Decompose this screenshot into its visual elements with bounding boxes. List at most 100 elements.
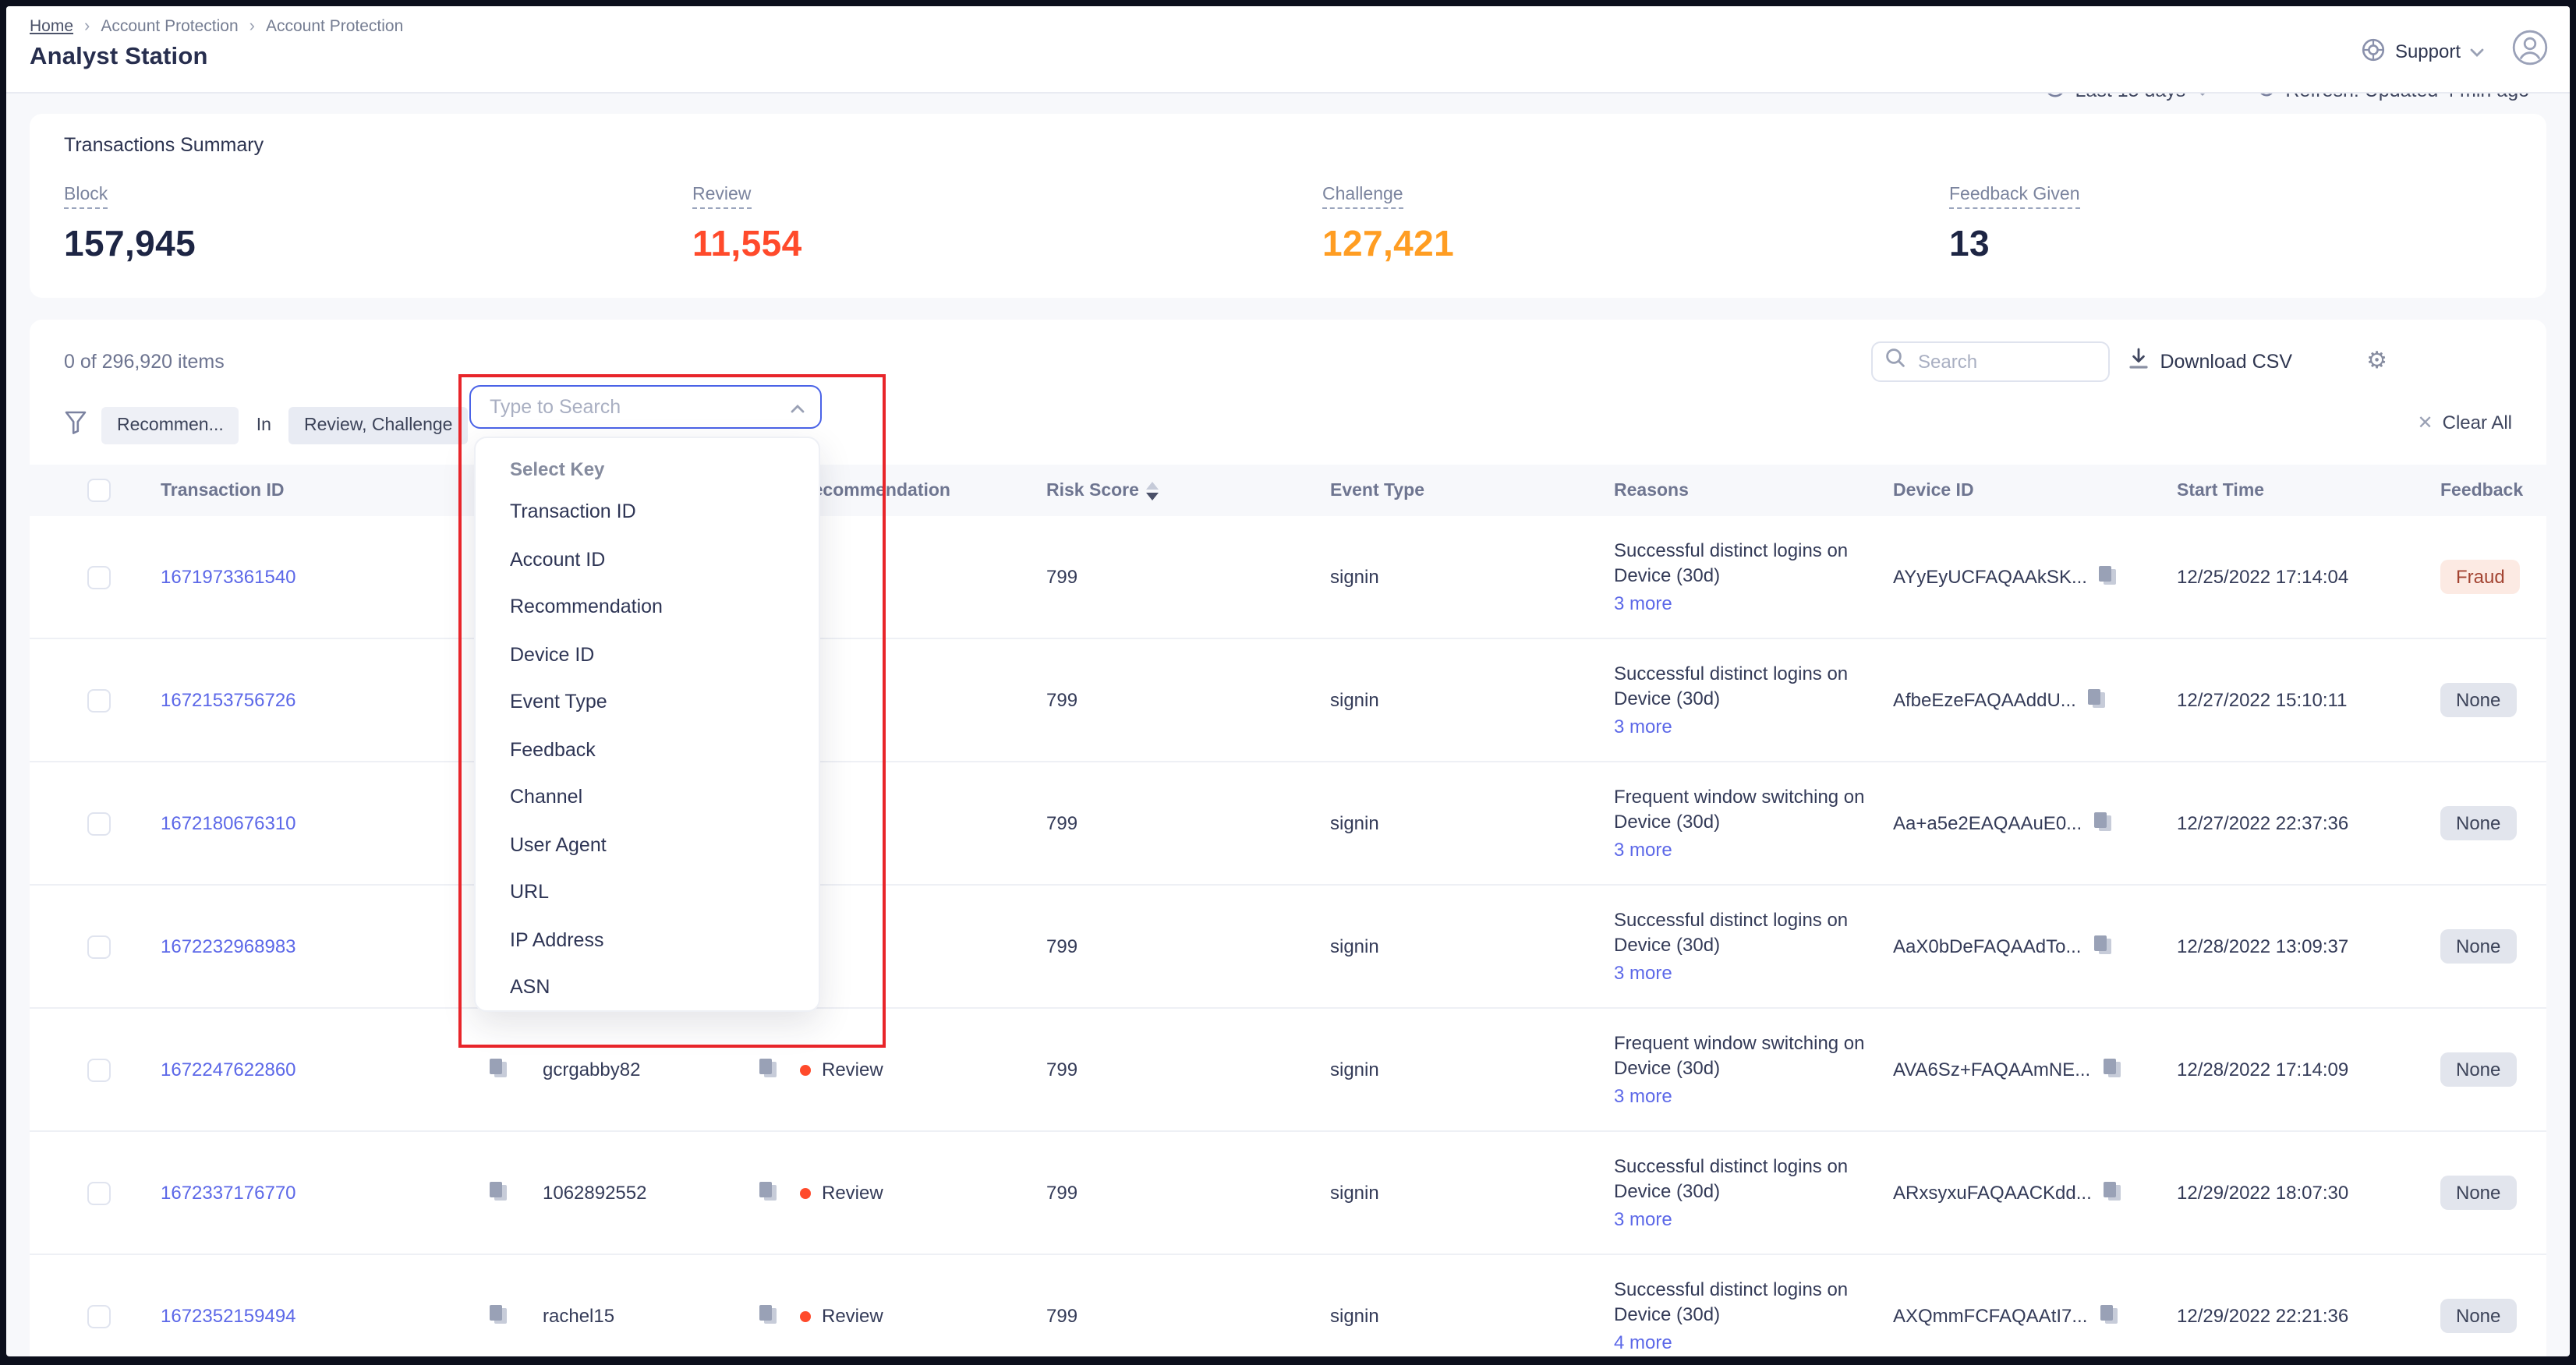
- support-menu[interactable]: Support: [2361, 37, 2484, 66]
- search-input[interactable]: [1915, 349, 2086, 374]
- table-row[interactable]: 1672153756726 799 signin Successful dist…: [30, 639, 2546, 762]
- copy-icon[interactable]: [488, 1179, 508, 1206]
- breadcrumb: Home › Account Protection › Account Prot…: [30, 17, 2545, 36]
- copy-icon[interactable]: [2098, 1303, 2118, 1329]
- row-checkbox[interactable]: [87, 565, 111, 589]
- metric-label[interactable]: Review: [692, 186, 752, 209]
- row-checkbox[interactable]: [87, 1058, 111, 1081]
- feedback-badge: None: [2440, 1299, 2517, 1333]
- table-row[interactable]: 1672232968983 799 signin Successful dist…: [30, 886, 2546, 1009]
- transaction-id-link[interactable]: 1672153756726: [161, 689, 296, 711]
- top-header: Home › Account Protection › Account Prot…: [6, 6, 2570, 94]
- reason-text: Successful distinct logins on Device (30…: [1614, 662, 1849, 710]
- row-checkbox[interactable]: [87, 935, 111, 958]
- key-option-ip-address[interactable]: IP Address: [510, 928, 604, 950]
- key-option-account-id[interactable]: Account ID: [510, 548, 606, 570]
- column-header-recommendation: Recommendation: [800, 481, 950, 500]
- copy-icon[interactable]: [758, 1179, 778, 1206]
- row-checkbox[interactable]: [87, 1181, 111, 1204]
- feedback-badge: Fraud: [2440, 560, 2521, 594]
- copy-icon[interactable]: [488, 1056, 508, 1083]
- metric-review: Review 11,554: [692, 179, 1322, 265]
- table-row[interactable]: 1672337176770 1062892552 Review 799 sign…: [30, 1132, 2546, 1255]
- device-id: ARxsyxuFAQAACKdd...: [1893, 1182, 2092, 1204]
- copy-icon[interactable]: [758, 1303, 778, 1329]
- key-option-asn[interactable]: ASN: [510, 976, 550, 998]
- key-search-input[interactable]: [487, 394, 791, 419]
- row-checkbox[interactable]: [87, 812, 111, 835]
- filter-chip-key[interactable]: Recommen...: [101, 407, 239, 444]
- more-reasons-link[interactable]: 3 more: [1614, 715, 1672, 737]
- key-option-recommendation[interactable]: Recommendation: [510, 596, 663, 617]
- key-search-combobox[interactable]: [469, 385, 822, 429]
- close-icon: ✕: [2417, 412, 2433, 433]
- transaction-id-link[interactable]: 1672232968983: [161, 935, 296, 957]
- breadcrumb-home-link[interactable]: Home: [30, 17, 74, 36]
- chevron-down-icon: [2470, 41, 2484, 62]
- gear-icon[interactable]: ⚙: [2366, 348, 2387, 374]
- row-checkbox[interactable]: [87, 688, 111, 712]
- more-reasons-link[interactable]: 3 more: [1614, 592, 1672, 614]
- select-all-checkbox[interactable]: [87, 479, 111, 502]
- search-icon: [1885, 348, 1905, 376]
- table-row[interactable]: 1672247622860 gcrgabby82 Review 799 sign…: [30, 1009, 2546, 1132]
- row-checkbox[interactable]: [87, 1304, 111, 1328]
- copy-icon[interactable]: [2087, 687, 2107, 713]
- key-option-feedback[interactable]: Feedback: [510, 738, 596, 760]
- copy-icon[interactable]: [2092, 933, 2112, 960]
- sort-icon[interactable]: [1146, 481, 1159, 500]
- transaction-id-link[interactable]: 1672337176770: [161, 1182, 296, 1204]
- copy-icon[interactable]: [2101, 1056, 2121, 1083]
- metric-value: 127,421: [1322, 223, 1455, 263]
- column-header-start-time: Start Time: [2177, 481, 2265, 500]
- review-dot-icon: [800, 1064, 811, 1075]
- metric-label[interactable]: Block: [64, 186, 108, 209]
- clear-all-button[interactable]: ✕ Clear All: [2418, 412, 2513, 433]
- event-type: signin: [1330, 935, 1379, 957]
- table-row[interactable]: 1671973361540 799 signin Successful dist…: [30, 516, 2546, 639]
- breadcrumb-item[interactable]: Account Protection: [266, 17, 404, 36]
- table-search[interactable]: [1871, 341, 2110, 382]
- copy-icon[interactable]: [2093, 810, 2113, 836]
- key-option-user-agent[interactable]: User Agent: [510, 833, 607, 855]
- download-csv-button[interactable]: Download CSV: [2128, 348, 2292, 374]
- metric-label[interactable]: Challenge: [1322, 186, 1403, 209]
- key-option-url[interactable]: URL: [510, 881, 550, 903]
- copy-icon[interactable]: [758, 1056, 778, 1083]
- transaction-id-link[interactable]: 1672352159494: [161, 1305, 296, 1327]
- breadcrumb-item[interactable]: Account Protection: [101, 17, 239, 36]
- filter-chip-values[interactable]: Review, Challenge: [288, 407, 469, 444]
- transaction-id-link[interactable]: 1671973361540: [161, 566, 296, 588]
- support-label: Support: [2394, 41, 2461, 62]
- recommendation-label: Review: [822, 1305, 883, 1327]
- filter-chip-operator[interactable]: In: [256, 416, 271, 435]
- funnel-icon: [64, 409, 87, 442]
- risk-score: 799: [1046, 812, 1078, 834]
- event-type: signin: [1330, 1182, 1379, 1204]
- table-row[interactable]: 1672352159494 rachel15 Review 799 signin…: [30, 1255, 2546, 1356]
- key-option-event-type[interactable]: Event Type: [510, 691, 607, 713]
- recommendation-label: Review: [822, 1059, 883, 1080]
- key-option-transaction-id[interactable]: Transaction ID: [510, 500, 636, 522]
- transaction-id-link[interactable]: 1672247622860: [161, 1059, 296, 1080]
- transaction-id-link[interactable]: 1672180676310: [161, 812, 296, 834]
- reason-text: Frequent window switching on Device (30d…: [1614, 785, 1865, 833]
- key-option-device-id[interactable]: Device ID: [510, 643, 595, 665]
- column-header-risk-score[interactable]: Risk Score: [1046, 481, 1330, 500]
- copy-icon[interactable]: [2103, 1179, 2123, 1206]
- key-option-channel[interactable]: Channel: [510, 786, 583, 808]
- copy-icon[interactable]: [2098, 564, 2118, 590]
- page-title: Analyst Station: [30, 44, 208, 70]
- more-reasons-link[interactable]: 4 more: [1614, 1331, 1672, 1353]
- device-id: AVA6Sz+FAQAAmNE...: [1893, 1059, 2091, 1080]
- more-reasons-link[interactable]: 3 more: [1614, 838, 1672, 861]
- more-reasons-link[interactable]: 3 more: [1614, 1208, 1672, 1230]
- copy-icon[interactable]: [488, 1303, 508, 1329]
- more-reasons-link[interactable]: 3 more: [1614, 961, 1672, 984]
- column-header-transaction-id: Transaction ID: [161, 481, 285, 500]
- metric-label[interactable]: Feedback Given: [1949, 186, 2080, 209]
- reason-text: Successful distinct logins on Device (30…: [1614, 1155, 1849, 1203]
- user-avatar[interactable]: [2512, 30, 2548, 73]
- table-row[interactable]: 1672180676310 799 signin Frequent window…: [30, 762, 2546, 886]
- more-reasons-link[interactable]: 3 more: [1614, 1084, 1672, 1107]
